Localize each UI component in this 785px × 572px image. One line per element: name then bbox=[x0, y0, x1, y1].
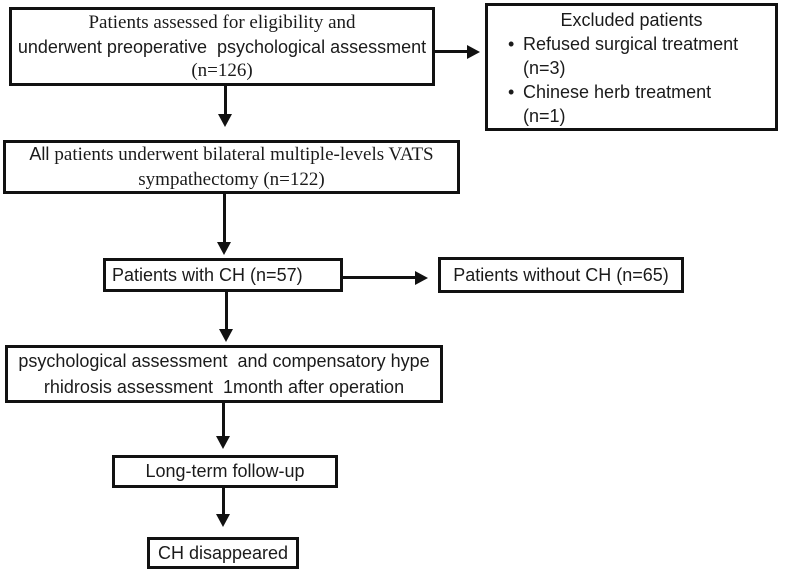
excluded-item-1-text: Refused surgical treatment bbox=[523, 34, 739, 54]
bullet-icon: • bbox=[508, 34, 515, 54]
arrow-shaft bbox=[222, 488, 225, 515]
box-eligibility: Patients assessed for eligibility and un… bbox=[9, 7, 435, 86]
box-patients-without-ch: Patients without CH (n=65) bbox=[438, 257, 684, 293]
box-ch-disappeared-label: CH disappeared bbox=[157, 542, 289, 563]
excluded-item-2: • Chinese herb treatment bbox=[488, 80, 775, 104]
arrow-shaft bbox=[225, 292, 228, 330]
box-sympathectomy-line1-serif: patients underwent bilateral multiple-le… bbox=[54, 144, 434, 165]
box-postop-assessment: psychological assessment and compensator… bbox=[5, 345, 443, 403]
arrow-shaft bbox=[223, 194, 226, 243]
box-sympathectomy: All patients underwent bilateral multipl… bbox=[3, 140, 460, 194]
box-sympathectomy-line1: All patients underwent bilateral multipl… bbox=[6, 142, 457, 168]
box-eligibility-count: (n=126) bbox=[191, 59, 253, 81]
arrow-head bbox=[218, 114, 232, 127]
box-postop-assessment-line2: rhidrosis assessment 1month after operat… bbox=[43, 377, 405, 397]
arrow-head bbox=[415, 271, 428, 285]
arrow-shaft bbox=[342, 276, 417, 279]
bullet-indent bbox=[508, 56, 523, 80]
box-patients-without-ch-label: Patients without CH (n=65) bbox=[453, 264, 669, 285]
arrow-head bbox=[467, 45, 480, 59]
box-eligibility-line1: Patients assessed for eligibility and bbox=[88, 11, 356, 33]
excluded-item-2-count: (n=1) bbox=[523, 106, 566, 126]
excluded-item-1-cont: (n=3) bbox=[488, 56, 775, 80]
arrow-shaft bbox=[435, 50, 469, 53]
bullet-indent bbox=[508, 104, 523, 128]
arrow-shaft bbox=[222, 403, 225, 437]
box-ch-disappeared: CH disappeared bbox=[147, 537, 299, 569]
arrow-head bbox=[217, 242, 231, 255]
box-sympathectomy-line2: sympathectomy (n=122) bbox=[138, 169, 325, 190]
excluded-item-1-count: (n=3) bbox=[523, 58, 566, 78]
box-excluded-patients: Excluded patients • Refused surgical tre… bbox=[485, 3, 778, 131]
box-patients-with-ch-label: Patients with CH (n=57) bbox=[112, 264, 303, 285]
bullet-icon: • bbox=[508, 82, 515, 102]
box-sympathectomy-line1-sans: All bbox=[29, 144, 55, 164]
arrow-shaft bbox=[224, 86, 227, 115]
box-eligibility-line2: underwent preoperative psychological ass… bbox=[17, 36, 427, 57]
excluded-item-2-text: Chinese herb treatment bbox=[523, 82, 712, 102]
box-patients-with-ch: Patients with CH (n=57) bbox=[103, 258, 343, 292]
arrow-head bbox=[216, 514, 230, 527]
excluded-item-2-cont: (n=1) bbox=[488, 104, 775, 128]
excluded-item-1: • Refused surgical treatment bbox=[488, 32, 775, 56]
box-postop-assessment-line1: psychological assessment and compensator… bbox=[18, 351, 430, 371]
box-follow-up: Long-term follow-up bbox=[112, 455, 338, 488]
arrow-head bbox=[216, 436, 230, 449]
arrow-head bbox=[219, 329, 233, 342]
box-follow-up-label: Long-term follow-up bbox=[145, 461, 305, 481]
excluded-title: Excluded patients bbox=[560, 10, 703, 30]
